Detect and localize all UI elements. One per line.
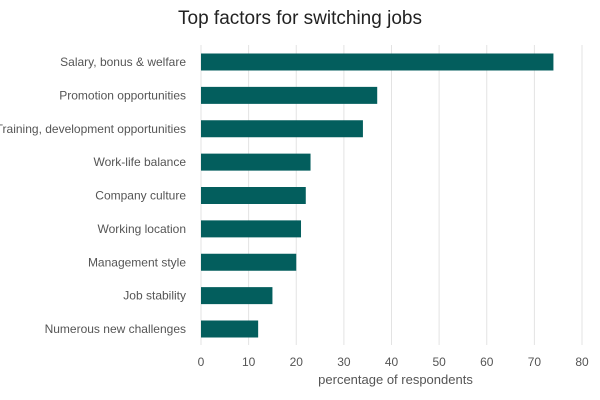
bar — [201, 86, 378, 104]
bar — [201, 253, 297, 271]
category-labels: Salary, bonus & welfare Promotion opportu… — [0, 55, 186, 336]
bar — [201, 120, 363, 138]
bar — [201, 187, 306, 204]
category-label: Salary, bonus & welfare — [60, 55, 186, 69]
category-label: Management style — [88, 255, 186, 269]
x-tick-label: 0 — [198, 355, 205, 369]
x-tick-label: 40 — [385, 355, 399, 369]
x-tick-label: 80 — [575, 355, 589, 369]
category-label: Promotion opportunities — [59, 88, 186, 102]
x-tick-labels: 0 10 20 30 40 50 60 70 80 — [198, 355, 589, 369]
category-label: Working location — [98, 222, 187, 236]
bar — [201, 53, 554, 71]
category-label: Training, development opportunities — [0, 122, 186, 136]
x-axis-title: percentage of respondents — [318, 372, 473, 387]
x-tick-label: 10 — [242, 355, 256, 369]
bar — [201, 153, 311, 171]
x-tick-label: 20 — [290, 355, 304, 369]
bar — [201, 287, 273, 305]
category-label: Company culture — [95, 189, 186, 203]
category-label: Work-life balance — [94, 155, 187, 169]
chart-title: Top factors for switching jobs — [178, 8, 422, 29]
x-tick-label: 70 — [528, 355, 542, 369]
x-tick-label: 50 — [432, 355, 446, 369]
bar — [201, 320, 259, 338]
bar — [201, 220, 302, 238]
category-label: Numerous new challenges — [45, 322, 186, 336]
bars — [201, 53, 554, 338]
category-label: Job stability — [123, 289, 186, 303]
x-tick-label: 30 — [337, 355, 351, 369]
x-tick-label: 60 — [480, 355, 494, 369]
